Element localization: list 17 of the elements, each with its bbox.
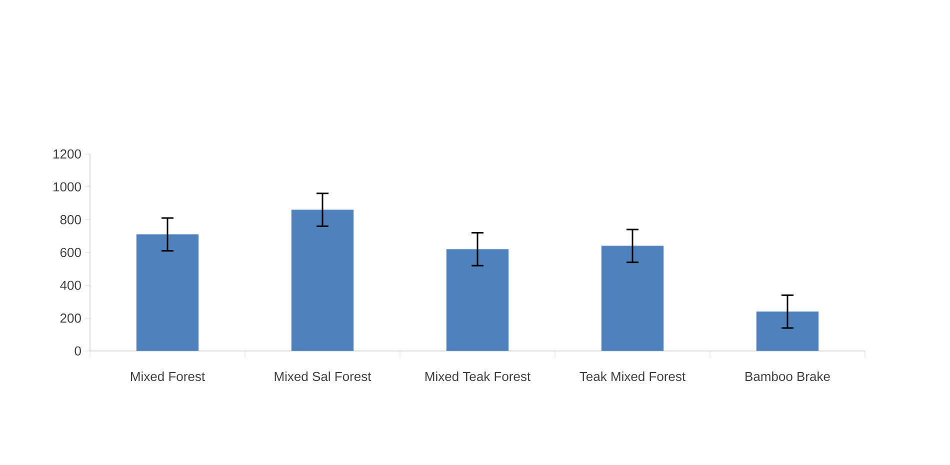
bar bbox=[446, 249, 509, 351]
x-tick-label: Mixed Sal Forest bbox=[274, 372, 372, 382]
bar bbox=[601, 246, 664, 351]
y-tick-label: 200 bbox=[60, 314, 81, 323]
y-tick-label: 400 bbox=[60, 280, 81, 290]
y-tick-label: 0 bbox=[74, 346, 81, 356]
x-tick-label: Mixed Forest bbox=[131, 372, 205, 382]
bar bbox=[291, 210, 354, 351]
x-tick-label: Teak Mixed Forest bbox=[580, 372, 686, 382]
y-tick-label: 600 bbox=[60, 248, 81, 258]
y-tick-label: 800 bbox=[60, 215, 81, 224]
y-tick-label: 1000 bbox=[54, 182, 81, 192]
x-tick-label: Mixed Teak Forest bbox=[425, 372, 530, 382]
y-tick-label: 1200 bbox=[54, 149, 81, 159]
x-tick-label: Bamboo Brake bbox=[746, 372, 830, 382]
bar bbox=[756, 311, 819, 351]
bar bbox=[136, 234, 199, 351]
